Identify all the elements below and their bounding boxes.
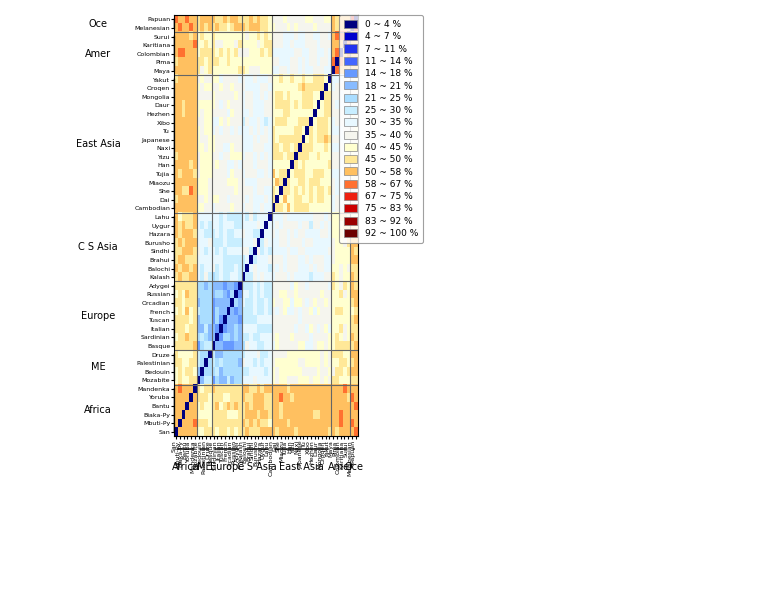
Text: Oce: Oce (89, 19, 108, 29)
Legend: 0 ~ 4 %, 4 ~ 7 %, 7 ~ 11 %, 11 ~ 14 %, 14 ~ 18 %, 18 ~ 21 %, 21 ~ 25 %, 25 ~ 30 : 0 ~ 4 %, 4 ~ 7 %, 7 ~ 11 %, 11 ~ 14 %, 1… (340, 16, 423, 243)
Text: C S Asia: C S Asia (236, 462, 277, 472)
Text: Amer: Amer (85, 49, 111, 59)
Text: Africa: Africa (172, 462, 199, 472)
Text: East Asia: East Asia (279, 462, 324, 472)
Text: Europe: Europe (210, 462, 244, 472)
Text: East Asia: East Asia (76, 139, 121, 149)
Text: Africa: Africa (84, 406, 112, 415)
Text: C S Asia: C S Asia (78, 242, 117, 252)
Text: Oce: Oce (344, 462, 363, 472)
Text: ME: ME (91, 362, 105, 373)
Text: ME: ME (197, 462, 211, 472)
Text: Europe: Europe (81, 311, 115, 321)
Text: Amer: Amer (327, 462, 354, 472)
